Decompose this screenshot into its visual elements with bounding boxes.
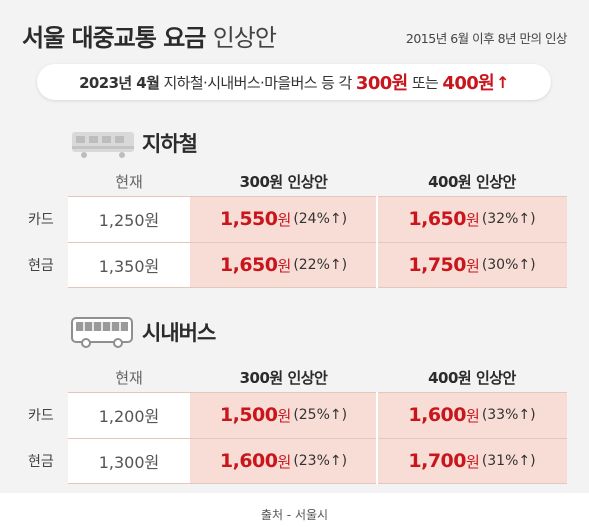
divider (68, 242, 567, 243)
current-fare: 1,350원 (68, 242, 190, 288)
fare-percent: (23%↑) (293, 453, 348, 469)
row-label: 현금 (28, 258, 54, 274)
divider (68, 438, 567, 439)
banner-connector: 또는 (411, 73, 439, 92)
fare-300: 1,600 원 (23%↑) (190, 438, 377, 484)
current-fare: 1,200원 (68, 392, 190, 438)
fare-unit: 원 (277, 452, 292, 471)
fare-value: 1,600 (219, 450, 278, 472)
fare-value: 1,600 (408, 404, 466, 426)
fare-unit: 원 (466, 256, 480, 275)
table-row: 카드 1,250원 1,550 원 (24%↑) 1,650 원 (32%↑) (22, 196, 567, 242)
fare-percent: (24%↑) (293, 211, 348, 227)
banner-amount-1: 300원 (355, 73, 408, 94)
fare-400: 1,600 원 (33%↑) (377, 392, 567, 438)
banner-amount-2: 400원 (442, 73, 495, 94)
fare-percent: (32%↑) (481, 211, 536, 227)
fare-400: 1,700 원 (31%↑) (377, 438, 567, 484)
divider (68, 483, 567, 484)
fare-unit: 원 (277, 406, 292, 425)
fare-percent: (33%↑) (481, 407, 536, 423)
title-bold: 서울 대중교통 요금 (22, 24, 206, 52)
table-row: 카드 1,200원 1,500 원 (25%↑) 1,600 원 (33%↑) (22, 392, 567, 438)
fare-unit: 원 (466, 452, 480, 471)
divider (68, 196, 567, 197)
bus-icon (71, 317, 133, 348)
fare-percent: (31%↑) (481, 453, 536, 469)
column-header-current: 현재 (115, 368, 143, 387)
fare-value: 1,700 (408, 450, 466, 472)
table-row: 현금 1,350원 1,650 원 (22%↑) 1,750 원 (30%↑) (22, 242, 567, 288)
fare-percent: (30%↑) (481, 257, 536, 273)
fare-unit: 원 (466, 210, 480, 229)
row-label: 현금 (28, 454, 54, 470)
column-header-400: 400원 인상안 (428, 172, 516, 191)
fare-value: 1,750 (408, 254, 466, 276)
source-caption: 출처 - 서울시 (260, 508, 329, 522)
summary-banner: 2023년 4월 지하철·시내버스·마을버스 등 각 300원 또는 400원 ↑ (37, 64, 551, 100)
divider (376, 196, 378, 288)
fare-300: 1,650 원 (22%↑) (190, 242, 377, 288)
column-header-300: 300원 인상안 (239, 172, 328, 191)
table-row: 현금 1,300원 1,600 원 (23%↑) 1,700 원 (31%↑) (22, 438, 567, 484)
row-label: 카드 (28, 212, 54, 228)
column-header-300: 300원 인상안 (239, 368, 328, 387)
divider (68, 392, 567, 393)
subway-section-head: 지하철 (70, 126, 198, 160)
fare-percent: (22%↑) (293, 257, 348, 273)
subway-train-icon (72, 132, 134, 158)
fare-400: 1,650 원 (32%↑) (377, 196, 567, 242)
fare-percent: (25%↑) (293, 407, 348, 423)
fare-value: 1,650 (219, 254, 278, 276)
divider (68, 287, 567, 288)
fare-300: 1,500 원 (25%↑) (190, 392, 377, 438)
divider (376, 392, 378, 484)
bus-section-head: 시내버스 (70, 314, 216, 350)
subway-label: 지하철 (142, 132, 198, 156)
title-light: 인상안 (212, 24, 277, 52)
table-header-row: 현재 300원 인상안 400원 인상안 (22, 166, 567, 196)
fare-unit: 원 (466, 406, 480, 425)
fare-unit: 원 (277, 210, 292, 229)
infographic-card: 서울 대중교통 요금 인상안 2015년 6월 이후 8년 만의 인상 2023… (0, 0, 589, 493)
fare-value: 1,500 (219, 404, 278, 426)
table-header-row: 현재 300원 인상안 400원 인상안 (22, 362, 567, 392)
current-fare: 1,300원 (68, 438, 190, 484)
banner-date: 2023년 4월 (79, 73, 160, 92)
banner-text: 지하철·시내버스·마을버스 등 각 (163, 73, 352, 92)
fare-400: 1,750 원 (30%↑) (377, 242, 567, 288)
column-header-current: 현재 (115, 172, 143, 191)
page-subtitle: 2015년 6월 이후 8년 만의 인상 (405, 31, 568, 46)
row-label: 카드 (28, 408, 54, 424)
bus-label: 시내버스 (142, 321, 216, 345)
page-title: 서울 대중교통 요금 인상안 (22, 18, 277, 53)
bus-fare-table: 현재 300원 인상안 400원 인상안 카드 1,200원 1,500 원 (25… (22, 362, 567, 484)
subway-fare-table: 현재 300원 인상안 400원 인상안 카드 1,250원 1,550 원 (24… (22, 166, 567, 288)
column-header-400: 400원 인상안 (428, 368, 516, 387)
up-arrow-icon: ↑ (496, 72, 509, 92)
fare-value: 1,650 (408, 208, 466, 230)
current-fare: 1,250원 (68, 196, 190, 242)
fare-300: 1,550 원 (24%↑) (190, 196, 377, 242)
fare-value: 1,550 (219, 208, 278, 230)
fare-unit: 원 (277, 256, 292, 275)
